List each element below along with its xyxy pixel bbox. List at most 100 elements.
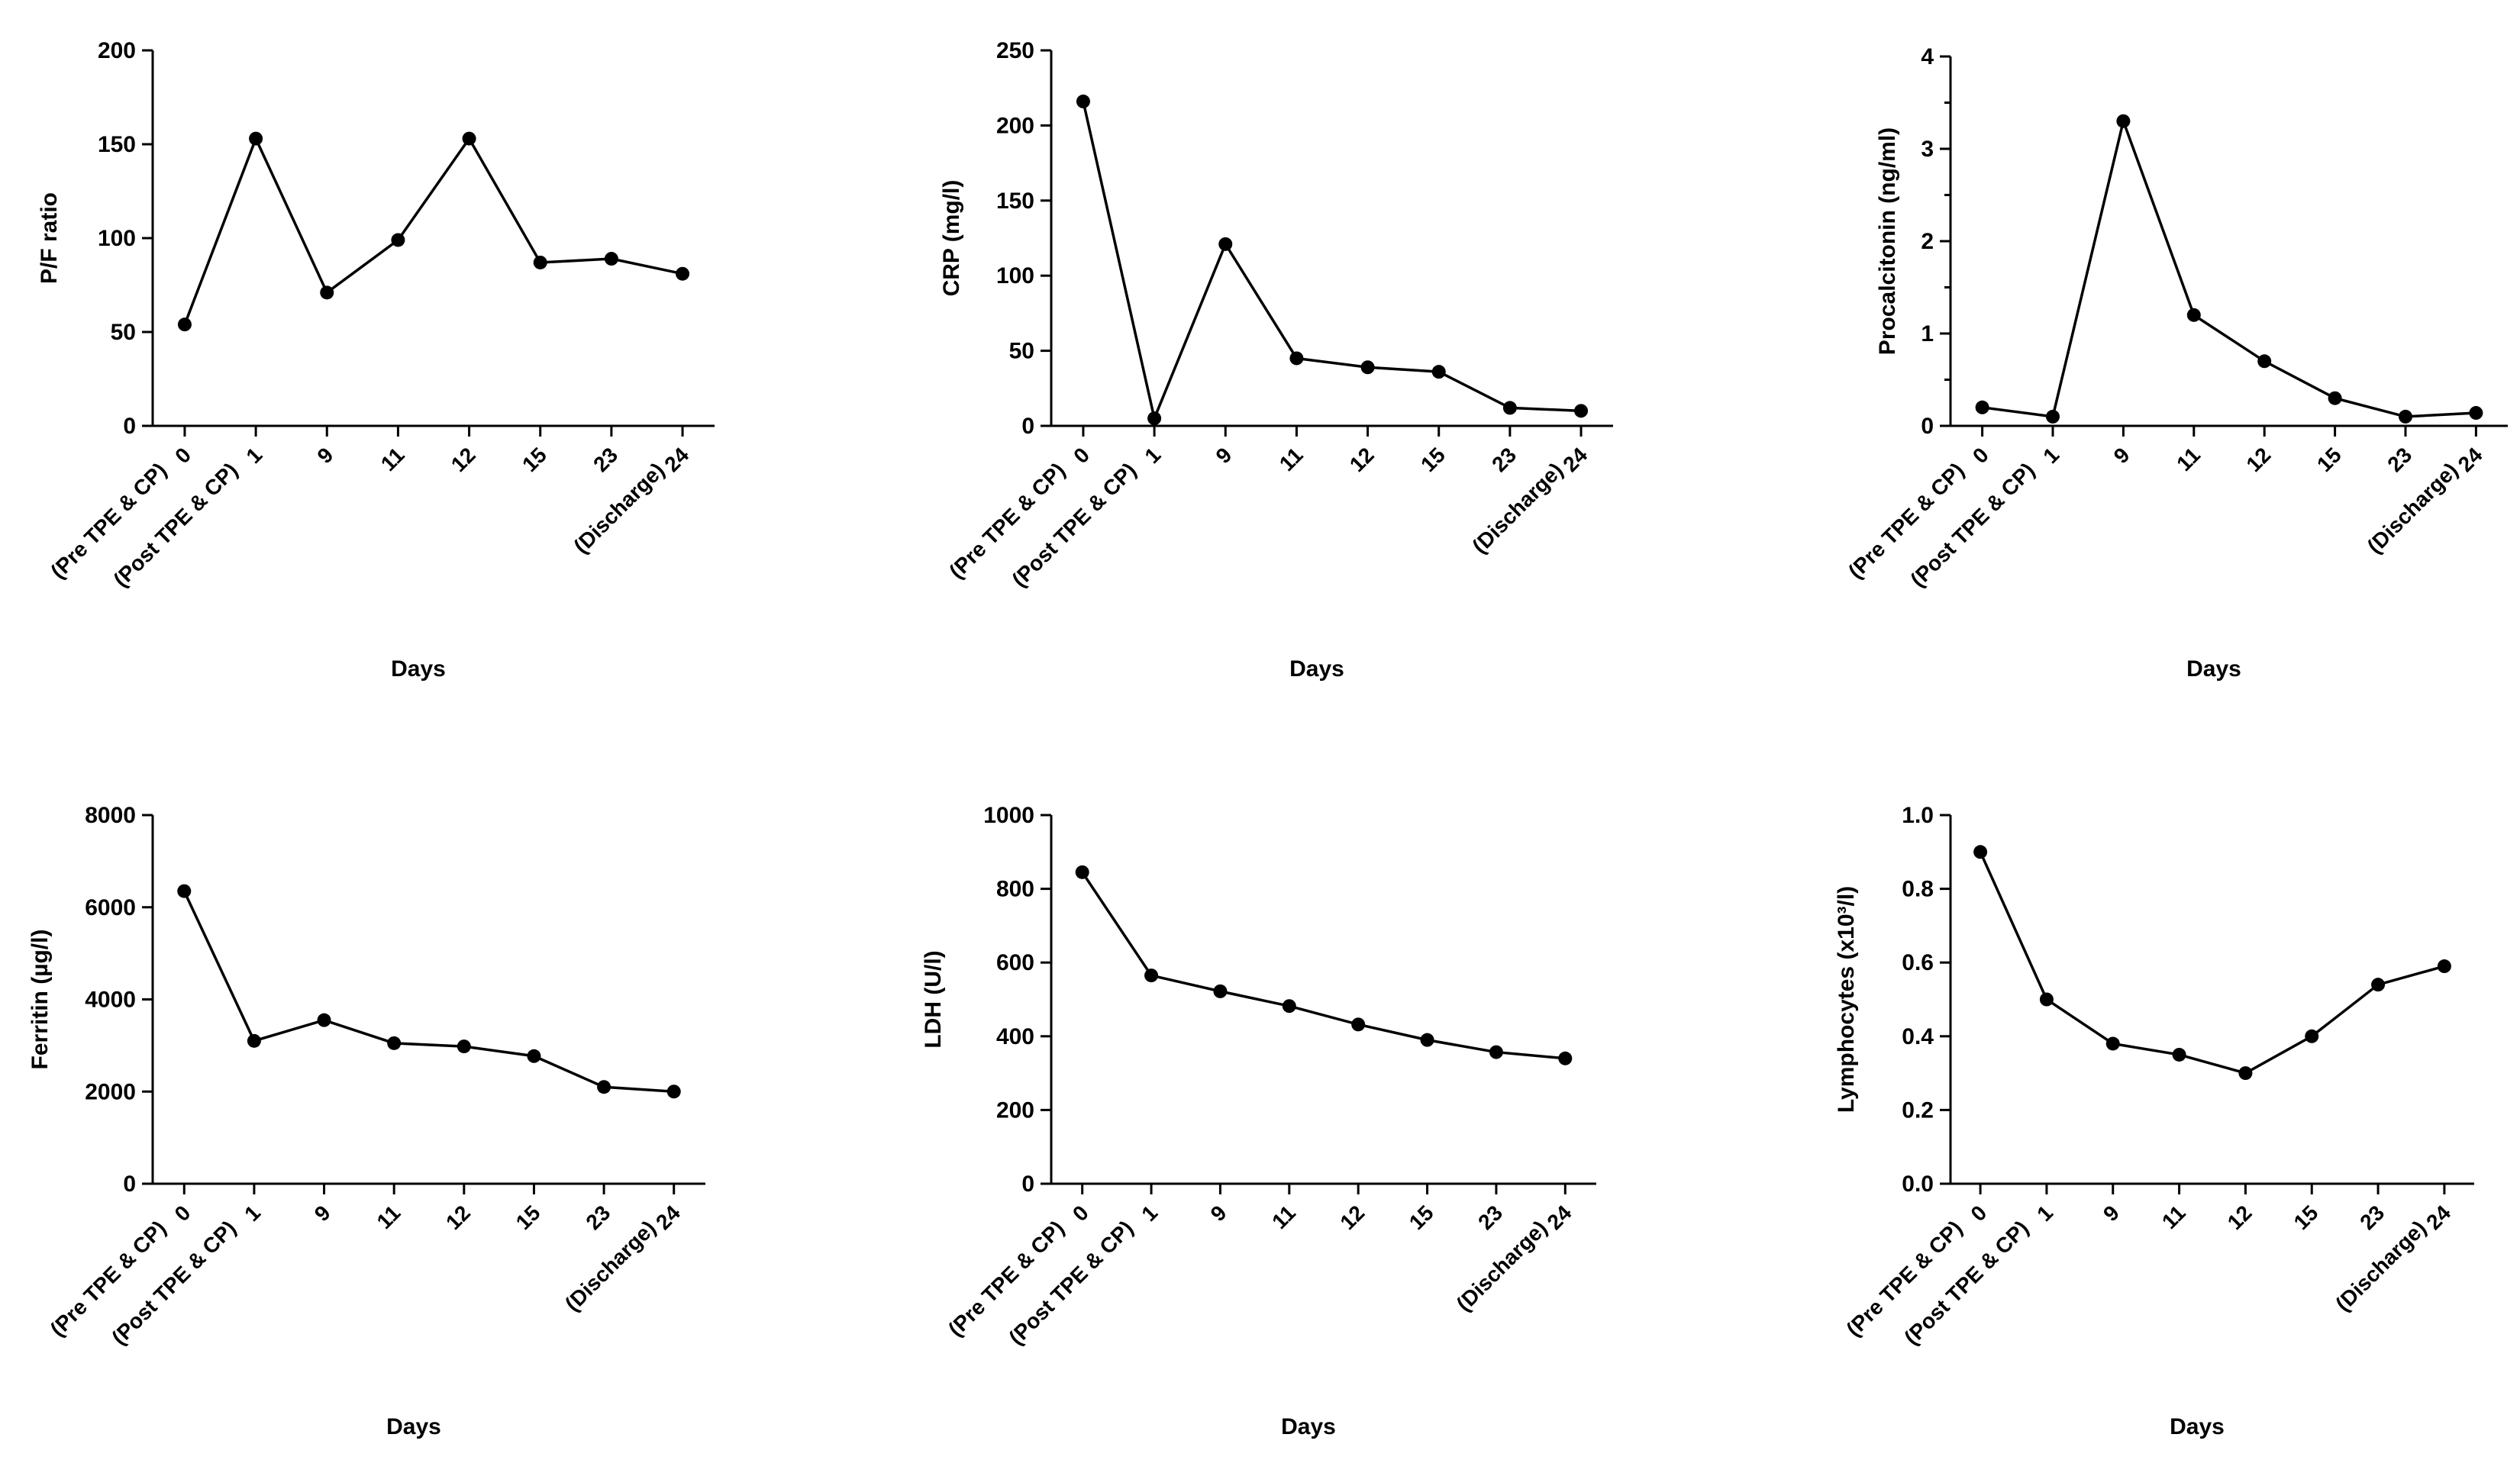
x-tick-label: 23 [1473, 1201, 1507, 1234]
data-point [533, 255, 547, 269]
y-tick-label: 0.2 [1902, 1097, 1934, 1123]
x-tick-label: 1 [240, 1201, 265, 1226]
x-tick-label: 12 [2223, 1201, 2257, 1234]
y-tick-label: 1 [1921, 321, 1934, 346]
data-point [2039, 992, 2054, 1007]
y-tick-label: 0.8 [1902, 877, 1934, 902]
chart-panel-6: 0.0 0.2 0.4 0.6 0.8 1.0 0(Pre TPE & CP) 1(Post … [1834, 803, 2474, 1439]
y-tick-label: 0.4 [1902, 1024, 1934, 1049]
x-tick-label: 1 [1137, 1201, 1162, 1226]
y-tick-label: 200 [996, 1097, 1034, 1123]
y-tick-label: 400 [996, 1024, 1034, 1049]
x-tick-label: 11 [373, 1201, 405, 1233]
x-tick-label: 11 [1275, 443, 1308, 475]
data-point [1147, 411, 1162, 426]
data-point [1076, 94, 1090, 108]
y-tick-label: 2 [1921, 229, 1934, 254]
data-point [320, 285, 334, 300]
y-tick-label: 150 [98, 132, 136, 157]
y-tick-label: 1.0 [1902, 803, 1934, 828]
x-tick-note: (Discharge) [1452, 1216, 1552, 1316]
y-axis-title: Procalcitonin (ng/ml) [1875, 127, 1900, 355]
x-axis-title: Days [2170, 1414, 2225, 1439]
x-tick-note: (Discharge) [2363, 458, 2463, 558]
data-point [2186, 308, 2201, 322]
data-point [1075, 865, 1089, 879]
data-point [391, 233, 405, 247]
series-line [1082, 101, 1582, 423]
data-point [2046, 409, 2060, 424]
data-point [676, 266, 690, 281]
data-point [462, 131, 476, 146]
x-tick-label: 23 [581, 1201, 615, 1234]
data-point [2437, 959, 2451, 974]
data-point [597, 1080, 611, 1094]
x-tick-label: 23 [2355, 1201, 2389, 1234]
x-tick-label: 9 [1212, 443, 1237, 468]
x-tick-note: (Post TPE & CP) [1905, 458, 2039, 591]
y-axis-title: CRP (mg/l) [939, 180, 964, 297]
x-tick-label: 9 [310, 1201, 335, 1226]
y-tick-label: 0.0 [1902, 1172, 1934, 1197]
data-point [2371, 978, 2386, 992]
data-point [2172, 1047, 2186, 1062]
x-tick-label: 12 [1335, 1201, 1369, 1234]
x-tick-label: 11 [2157, 1201, 2190, 1233]
series-line [1982, 116, 2476, 418]
x-tick-label: 0 [170, 1201, 195, 1226]
y-tick-label: 2000 [85, 1079, 136, 1104]
x-tick-note: (Post TPE & CP) [1899, 1216, 2033, 1349]
data-point [604, 252, 618, 266]
data-point [457, 1039, 471, 1054]
x-tick-label: 23 [2383, 443, 2416, 476]
x-tick-label: 12 [441, 1201, 475, 1234]
series-line [182, 890, 674, 1093]
y-axis-title: Ferritin (µg/l) [27, 930, 53, 1070]
x-tick-label: 12 [447, 443, 480, 476]
data-point [1574, 404, 1589, 418]
data-point [2398, 409, 2412, 424]
y-tick-label: 200 [98, 38, 136, 63]
x-tick-label: 12 [1345, 443, 1379, 476]
x-tick-label: 15 [518, 443, 551, 476]
data-point [1282, 999, 1296, 1014]
x-tick-note: (Discharge) [569, 458, 669, 558]
x-tick-label: 1 [1140, 443, 1165, 468]
x-tick-note: (Pre TPE & CP) [46, 1216, 171, 1341]
x-tick-note: (Pre TPE & CP) [1844, 458, 1969, 583]
x-axis-title: Days [2186, 656, 2241, 682]
x-axis-title: Days [1289, 656, 1344, 682]
data-point [1289, 351, 1304, 366]
y-tick-label: 150 [996, 189, 1034, 214]
data-point [1351, 1017, 1366, 1032]
x-tick-label: 15 [1405, 1201, 1438, 1234]
x-tick-label: 11 [1267, 1201, 1300, 1233]
data-point [1975, 400, 1989, 414]
x-tick-note: (Post TPE & CP) [1004, 1216, 1137, 1349]
x-tick-label: 15 [511, 1201, 545, 1234]
x-axis-title: Days [1281, 1414, 1336, 1439]
x-tick-note: (Pre TPE & CP) [944, 1216, 1069, 1341]
data-point [527, 1049, 541, 1063]
x-tick-label: 1 [2032, 1201, 2057, 1226]
data-point [2328, 391, 2342, 405]
data-point [2105, 1036, 2120, 1051]
y-tick-label: 600 [996, 950, 1034, 975]
data-point [666, 1085, 681, 1099]
y-tick-label: 6000 [85, 895, 136, 920]
data-point [177, 884, 192, 898]
x-tick-label: 9 [2109, 443, 2134, 468]
data-point [387, 1036, 402, 1050]
data-point [1360, 360, 1375, 375]
y-tick-label: 200 [996, 113, 1034, 138]
x-axis-title: Days [386, 1414, 441, 1439]
x-tick-note: (Post TPE & CP) [107, 1216, 240, 1349]
y-tick-label: 50 [1009, 339, 1034, 364]
data-point [1218, 237, 1233, 251]
data-point [2469, 406, 2483, 421]
